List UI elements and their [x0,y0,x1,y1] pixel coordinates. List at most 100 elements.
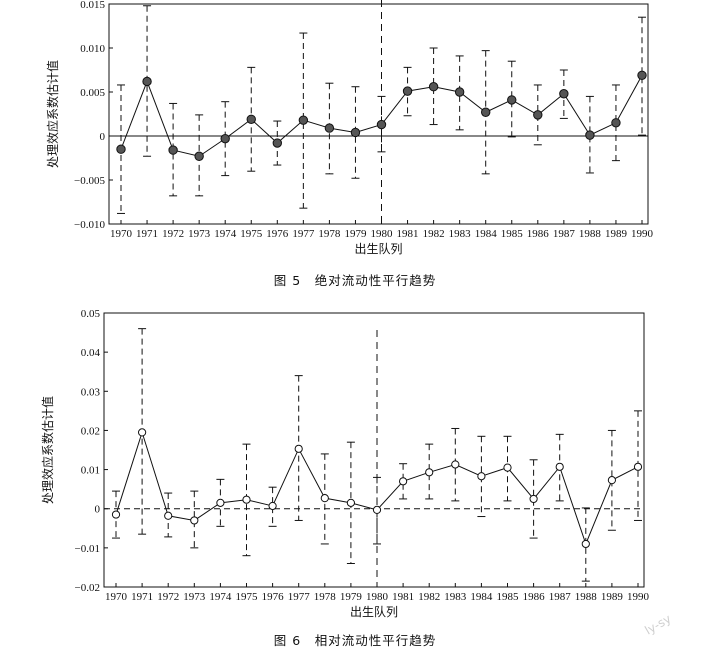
data-point [220,133,230,144]
plot-frame [108,3,649,225]
data-point [633,462,643,471]
x-tick-label: 1979 [340,591,363,603]
y-tick-label: 0.005 [80,87,105,99]
data-point [425,468,434,477]
data-point [138,428,147,437]
data-point [581,539,590,549]
x-tick-label: 1970 [110,228,133,240]
y-tick-label: 0.02 [81,425,100,437]
data-point [477,472,486,481]
x-tick-label: 1981 [397,228,419,240]
x-tick-label: 1987 [553,228,576,240]
data-point [507,95,517,105]
x-tick-label: 1977 [288,591,311,603]
y-tick-label: 0 [100,131,106,143]
y-tick-label: 0.01 [81,465,100,477]
y-tick-label: −0.010 [74,219,105,231]
x-tick-label: 1985 [497,591,520,603]
data-point [611,118,621,128]
x-tick-label: 1971 [131,591,153,603]
x-tick-label: 1982 [418,591,440,603]
y-tick-label: 0.04 [81,347,101,359]
data-point [246,114,256,124]
x-tick-label: 1975 [236,591,259,603]
data-point [268,501,277,511]
data-point [533,110,543,120]
x-tick-label: 1977 [292,228,315,240]
x-tick-label: 1989 [605,228,628,240]
x-tick-label: 1982 [423,228,445,240]
x-tick-label: 1985 [501,228,524,240]
x-tick-label: 1988 [579,228,602,240]
data-point [529,494,538,504]
data-point [350,127,361,138]
y-tick-label: 0.03 [81,386,101,398]
y-axis-title: 处理效应系数估计值 [40,396,55,504]
x-tick-label: 1990 [627,591,650,603]
x-axis-title: 出生队列 [350,604,398,619]
data-point [324,123,335,133]
y-tick-label: −0.005 [74,175,105,187]
data-point [294,444,303,453]
data-point [111,510,121,519]
data-point [607,476,617,485]
watermark-text: ly-sy [642,611,673,637]
y-tick-label: 0.05 [81,308,101,320]
x-tick-label: 1970 [105,591,128,603]
data-point [346,498,355,507]
data-point [216,498,225,507]
caption-figure-6: 图 6 相对流动性平行趋势 [274,633,436,648]
data-point [164,511,173,520]
x-tick-label: 1981 [392,591,414,603]
x-tick-label: 1986 [523,591,546,603]
chart-relative-mobility: −0.02 −0.01 0 0.01 0.02 0.03 0.04 0.05 1970 1971 1… [40,308,650,619]
y-tick-label: 0.015 [80,0,105,11]
x-tick-label: 1979 [344,228,367,240]
data-point [168,145,178,155]
data-point [194,151,204,161]
data-point [451,460,460,469]
x-tick-label: 1976 [266,228,289,240]
x-tick-label: 1987 [549,591,572,603]
x-tick-label: 1973 [188,228,211,240]
x-tick-label: 1971 [136,228,158,240]
x-tick-label: 1986 [527,228,550,240]
x-tick-label: 1983 [444,591,467,603]
data-point [376,119,387,130]
plot-frame [103,312,645,588]
data-point [320,494,329,503]
x-tick-label: 1988 [575,591,598,603]
data-point [454,87,465,97]
y-tick-label: 0 [95,504,101,516]
chart-absolute-mobility: −0.010 −0.005 0 0.005 0.010 0.015 1970 1971 1972… [45,0,654,256]
caption-figure-5: 图 5 绝对流动性平行趋势 [274,273,436,288]
data-point [372,505,382,514]
data-point [503,463,512,472]
y-axis-title: 处理效应系数估计值 [45,60,60,168]
x-tick-label: 1972 [162,228,184,240]
x-tick-label: 1972 [157,591,179,603]
data-point [272,138,282,148]
y-tick-label: −0.01 [75,543,100,555]
data-point [637,70,647,80]
data-point [585,130,595,140]
data-point [399,477,408,486]
x-tick-label: 1978 [318,228,341,240]
data-point [428,82,439,92]
x-tick-label: 1974 [209,591,232,603]
x-tick-label: 1983 [449,228,472,240]
data-point [402,86,413,96]
data-point [142,76,152,87]
data-point [555,462,564,471]
x-tick-label: 1984 [470,591,493,603]
x-tick-label: 1976 [262,591,285,603]
x-tick-label: 1980 [371,228,394,240]
x-tick-label: 1974 [214,228,237,240]
x-tick-label: 1989 [601,591,624,603]
y-tick-label: −0.02 [75,582,100,594]
data-point [559,89,569,99]
x-axis-title: 出生队列 [354,241,402,256]
x-tick-label: 1975 [240,228,263,240]
y-tick-label: 0.010 [80,43,105,55]
